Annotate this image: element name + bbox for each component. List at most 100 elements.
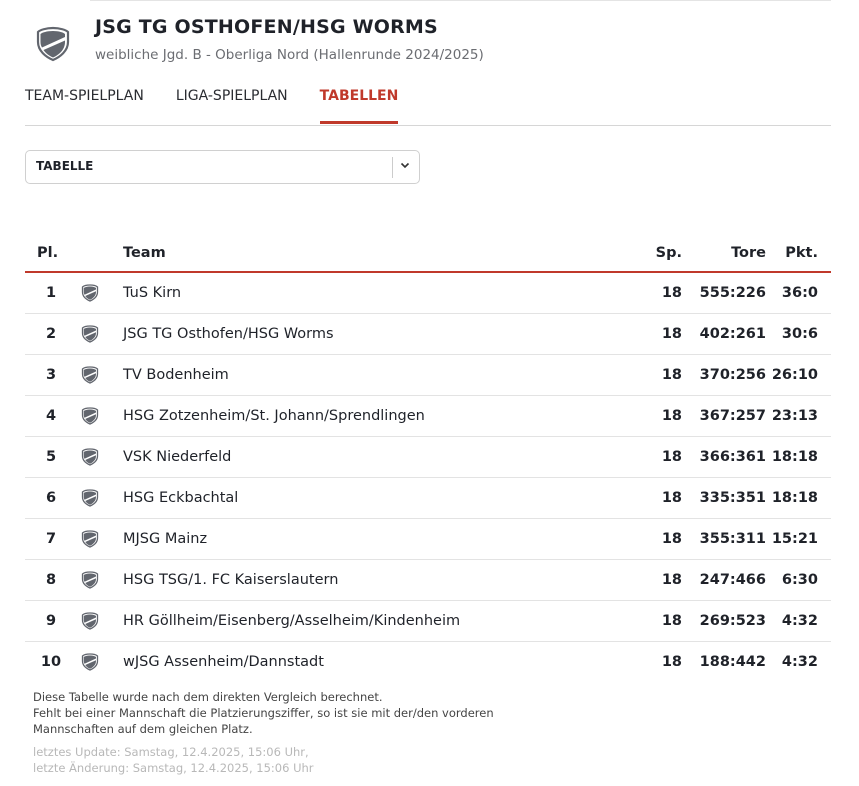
tab-team-spielplan[interactable]: TEAM-SPIELPLAN [25,88,144,104]
points: 23:13 [766,395,831,437]
team-logo [77,477,123,519]
goals: 366:361 [682,436,766,478]
league-subtitle: weibliche Jgd. B - Oberliga Nord (Hallen… [95,47,484,63]
team-name[interactable]: HSG Zotzenheim/St. Johann/Sprendlingen [123,395,602,437]
table-header: Pl. Team Sp. Tore Pkt. [25,228,831,273]
shield-icon [36,26,70,62]
header-pkt: Pkt. [766,228,831,273]
team-name[interactable]: TV Bodenheim [123,354,602,396]
team-logo [77,272,123,314]
header-pl: Pl. [25,228,77,273]
shield-icon [81,611,99,630]
table-row[interactable]: 4 HSG Zotzenheim/St. Johann/Sprendlingen… [25,395,831,437]
team-name[interactable]: wJSG Assenheim/Dannstadt [123,653,324,670]
top-divider [90,0,831,1]
games: 18 [602,313,682,355]
table-row[interactable]: 6 HSG Eckbachtal 18 335:351 18:18 [25,477,831,519]
games: 18 [602,559,682,601]
team-logo [77,559,123,601]
points: 18:18 [766,436,831,478]
goals: 269:523 [682,600,766,642]
games: 18 [602,395,682,437]
goals: 335:351 [682,477,766,519]
games: 18 [602,600,682,642]
team-name[interactable]: TuS Kirn [123,272,602,314]
points: 4:32 [766,600,831,642]
shield-icon [81,529,99,548]
note-line: Mannschaften auf dem gleichen Platz. [33,722,253,736]
select-value: TABELLE [36,159,94,173]
place: 8 [25,559,77,601]
shield-icon [81,324,99,343]
team-name[interactable]: HSG TSG/1. FC Kaiserslautern [123,559,602,601]
select-separator [392,157,393,178]
points: 18:18 [766,477,831,519]
table-row[interactable]: 9 HR Göllheim/Eisenberg/Asselheim/Kinden… [25,600,831,642]
team-logo [77,313,123,355]
team-name[interactable]: VSK Niederfeld [123,436,602,478]
tab-liga-spielplan[interactable]: LIGA-SPIELPLAN [175,88,288,104]
games: 18 [602,272,682,314]
table-row[interactable]: 10 wJSG Assenheim/Dannstadt 18 188:442 4… [25,641,831,682]
points: 26:10 [766,354,831,396]
place: 7 [25,518,77,560]
goals: 355:311 [682,518,766,560]
team-logo [77,641,123,682]
tab-tabellen[interactable]: TABELLEN [319,86,399,124]
table-row[interactable]: 1 TuS Kirn 18 555:226 36:0 [25,272,831,314]
shield-icon [81,488,99,507]
note-line: Diese Tabelle wurde nach dem direkten Ve… [33,690,383,704]
place: 3 [25,354,77,396]
team-logo [77,600,123,642]
place: 5 [25,436,77,478]
team-logo [77,354,123,396]
team-logo [77,518,123,560]
place: 1 [25,272,77,314]
chevron-down-icon [400,162,410,169]
place: 10 [40,653,62,670]
header-icon [77,228,123,273]
games: 18 [602,436,682,478]
header-sp: Sp. [602,228,682,273]
table-row[interactable]: 7 MJSG Mainz 18 355:311 15:21 [25,518,831,560]
tab-bar: TEAM-SPIELPLAN LIGA-SPIELPLAN TABELLEN [25,86,399,124]
last-change: letzte Änderung: Samstag, 12.4.2025, 15:… [33,761,314,775]
goals: 402:261 [682,313,766,355]
update-info: letztes Update: Samstag, 12.4.2025, 15:0… [33,744,314,776]
goals: 370:256 [682,354,766,396]
shield-icon [81,406,99,425]
team-name[interactable]: HSG Eckbachtal [123,477,602,519]
goals: 188:442 [699,653,766,670]
table-note: Diese Tabelle wurde nach dem direkten Ve… [33,689,553,737]
shield-icon [81,653,99,671]
tabs-divider [25,125,831,126]
games: 18 [602,518,682,560]
goals: 367:257 [682,395,766,437]
team-title: JSG TG OSTHOFEN/HSG WORMS [95,16,438,38]
points: 15:21 [766,518,831,560]
last-update: letztes Update: Samstag, 12.4.2025, 15:0… [33,745,309,759]
goals: 247:466 [682,559,766,601]
shield-icon [81,365,99,384]
team-name[interactable]: MJSG Mainz [123,518,602,560]
standings-table: Pl. Team Sp. Tore Pkt. 1 TuS Kirn 18 555… [25,228,831,682]
table-row[interactable]: 5 VSK Niederfeld 18 366:361 18:18 [25,436,831,478]
games: 18 [661,653,682,670]
header-team: Team [123,228,602,273]
team-name[interactable]: HR Göllheim/Eisenberg/Asselheim/Kindenhe… [123,600,602,642]
shield-icon [81,447,99,466]
place: 2 [25,313,77,355]
points: 30:6 [766,313,831,355]
table-type-select[interactable]: TABELLE [25,150,420,184]
goals: 555:226 [682,272,766,314]
shield-icon [81,570,99,589]
shield-icon [81,284,99,302]
place: 6 [25,477,77,519]
points: 4:32 [781,653,818,670]
header-tore: Tore [682,228,766,273]
team-name[interactable]: JSG TG Osthofen/HSG Worms [123,313,602,355]
table-row[interactable]: 8 HSG TSG/1. FC Kaiserslautern 18 247:46… [25,559,831,601]
table-row[interactable]: 3 TV Bodenheim 18 370:256 26:10 [25,354,831,396]
team-logo [77,395,123,437]
table-row[interactable]: 2 JSG TG Osthofen/HSG Worms 18 402:261 3… [25,313,831,355]
